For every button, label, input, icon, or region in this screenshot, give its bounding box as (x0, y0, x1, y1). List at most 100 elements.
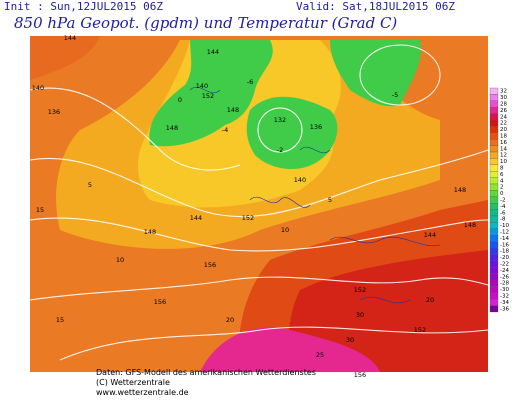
map-label: 140 (196, 82, 208, 90)
colorbar-swatch (489, 126, 499, 133)
map-label: -5 (392, 91, 398, 99)
colorbar-swatch (489, 292, 499, 300)
colorbar-label: -14 (500, 236, 509, 242)
colorbar-swatch (489, 100, 499, 108)
colorbar-label: -26 (500, 274, 509, 280)
colorbar-label: -22 (500, 262, 509, 268)
map-label: 148 (166, 124, 178, 132)
colorbar-swatch (489, 139, 499, 146)
map-label: 144 (424, 231, 436, 239)
colorbar-swatch (489, 183, 499, 191)
colorbar-label: 32 (500, 89, 507, 95)
colorbar: 32302826242220181614121086420-2-4-6-8-10… (489, 87, 509, 313)
map-label: 30 (356, 311, 364, 319)
colorbar-swatch (489, 87, 499, 95)
colorbar-label: 22 (500, 121, 507, 127)
colorbar-label: -4 (500, 204, 506, 210)
colorbar-swatch (489, 247, 499, 255)
colorbar-label: -10 (500, 223, 509, 229)
colorbar-swatch (489, 267, 499, 274)
colorbar-label: -8 (500, 217, 506, 223)
map-label: 144 (64, 34, 76, 42)
colorbar-swatch (489, 158, 499, 165)
colorbar-swatch (489, 286, 499, 293)
colorbar-swatch (489, 196, 499, 204)
colorbar-swatch (489, 305, 499, 313)
map-label: 5 (328, 196, 332, 204)
colorbar-swatch (489, 254, 499, 261)
colorbar-label: -28 (500, 281, 509, 287)
website: www.wetterzentrale.de (96, 388, 189, 397)
map-label: 156 (154, 298, 166, 306)
colorbar-swatch (489, 228, 499, 236)
colorbar-label: -12 (500, 230, 509, 236)
colorbar-label: -16 (500, 242, 509, 248)
colorbar-swatch (489, 107, 499, 114)
colorbar-swatch (489, 299, 499, 306)
map-label: 132 (274, 116, 286, 124)
map-label: 20 (426, 296, 434, 304)
colorbar-label: 0 (500, 191, 504, 197)
colorbar-label: -30 (500, 287, 509, 293)
colorbar-swatch (489, 215, 499, 223)
map-label: 30 (346, 336, 354, 344)
map-label: 136 (48, 108, 60, 116)
colorbar-label: -34 (500, 300, 509, 306)
map-label: -6 (247, 78, 253, 86)
colorbar-swatch (489, 171, 499, 178)
map-label: 144 (190, 214, 202, 222)
colorbar-label: -24 (500, 268, 509, 274)
colorbar-label: 4 (500, 178, 504, 184)
map-label: 152 (354, 286, 366, 294)
colorbar-swatch (489, 113, 499, 121)
map-label: 152 (414, 326, 426, 334)
map-label: 10 (116, 256, 124, 264)
colorbar-swatch (489, 151, 499, 159)
colorbar-label: 10 (500, 159, 507, 165)
colorbar-swatch (489, 260, 499, 268)
map-label: 144 (207, 48, 219, 56)
colorbar-swatch (489, 273, 499, 281)
map-label: 140 (294, 176, 306, 184)
map-label: -4 (222, 126, 228, 134)
data-source: Daten: GFS-Modell des amerikanischen Wet… (96, 368, 316, 377)
map-label: 5 (88, 181, 92, 189)
colorbar-swatch (489, 190, 499, 197)
colorbar-label: 28 (500, 102, 507, 108)
map-label: 15 (56, 316, 64, 324)
map-label: 156 (354, 371, 366, 379)
colorbar-label: 16 (500, 140, 507, 146)
colorbar-label: 30 (500, 95, 507, 101)
map-labels: 144 140 136 144 140 148 152 148 132 136 140 144 148 1… (32, 34, 476, 379)
valid-time: Valid: Sat,18JUL2015 06Z (296, 0, 455, 13)
map-label: 136 (310, 123, 322, 131)
map-label: 0 (178, 96, 182, 104)
colorbar-label: 14 (500, 146, 507, 152)
map-label: 15 (36, 206, 44, 214)
colorbar-swatch (489, 203, 499, 210)
colorbar-swatch (489, 164, 499, 172)
map-label: 20 (226, 316, 234, 324)
colorbar-swatch (489, 209, 499, 217)
colorbar-label: 2 (500, 185, 504, 191)
colorbar-label: 20 (500, 127, 507, 133)
map-area (29, 36, 489, 372)
map-label: 140 (32, 84, 44, 92)
map-label: 148 (144, 228, 156, 236)
colorbar-swatch (489, 132, 499, 140)
colorbar-label: 24 (500, 114, 507, 120)
colorbar-swatch (489, 222, 499, 229)
map-label: 10 (281, 226, 289, 234)
colorbar-label: 8 (500, 166, 504, 172)
colorbar-label: 26 (500, 108, 507, 114)
colorbar-swatch (489, 235, 499, 242)
map-label: 25 (316, 351, 324, 359)
map-label: 152 (242, 214, 254, 222)
colorbar-label: -36 (500, 306, 509, 312)
colorbar-label: 18 (500, 134, 507, 140)
colorbar-swatch (489, 145, 499, 153)
colorbar-label: -2 (500, 198, 505, 204)
colorbar-label: 6 (500, 172, 504, 178)
